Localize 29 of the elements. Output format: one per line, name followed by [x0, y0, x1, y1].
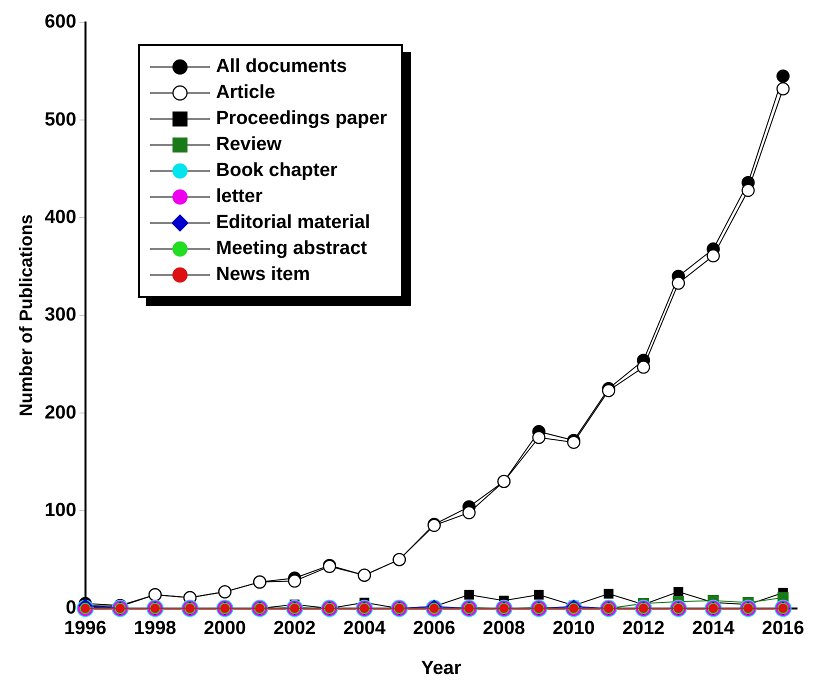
- y-axis-title: Number of Publications: [16, 214, 36, 416]
- y-tick-label: 0: [66, 598, 76, 619]
- y-tick-label: 100: [44, 500, 76, 521]
- legend-label: Meeting abstract: [216, 238, 367, 260]
- legend-label: Book chapter: [216, 160, 338, 182]
- x-tick-label: 2004: [343, 618, 386, 640]
- legend-label: News item: [216, 264, 310, 286]
- y-tick-label: 200: [44, 402, 76, 424]
- x-tick-label: 2002: [273, 618, 316, 640]
- x-tick-label: 1998: [134, 618, 176, 640]
- legend-label: Proceedings paper: [216, 108, 388, 130]
- legend-label: Review: [216, 134, 282, 156]
- x-tick-label: 2014: [692, 618, 735, 640]
- y-tick-label: 500: [44, 109, 76, 130]
- x-tick-label: 1996: [64, 618, 106, 640]
- y-tick-label: 300: [44, 304, 76, 326]
- x-tick-label: 2008: [482, 618, 526, 640]
- x-tick-label: 2010: [552, 618, 595, 640]
- legend-label: All documents: [216, 56, 347, 78]
- x-tick-label: 2016: [762, 618, 804, 640]
- y-tick-label: 400: [44, 206, 76, 228]
- y-tick-label: 600: [44, 12, 76, 33]
- x-tick-label: 2012: [622, 618, 665, 640]
- x-tick-label: 2000: [204, 618, 246, 640]
- legend-label: letter: [216, 186, 262, 208]
- x-axis-title: Year: [421, 658, 462, 679]
- x-tick-label: 2006: [413, 618, 456, 640]
- legend-label: Editorial material: [216, 212, 370, 234]
- legend-label: Article: [216, 82, 276, 104]
